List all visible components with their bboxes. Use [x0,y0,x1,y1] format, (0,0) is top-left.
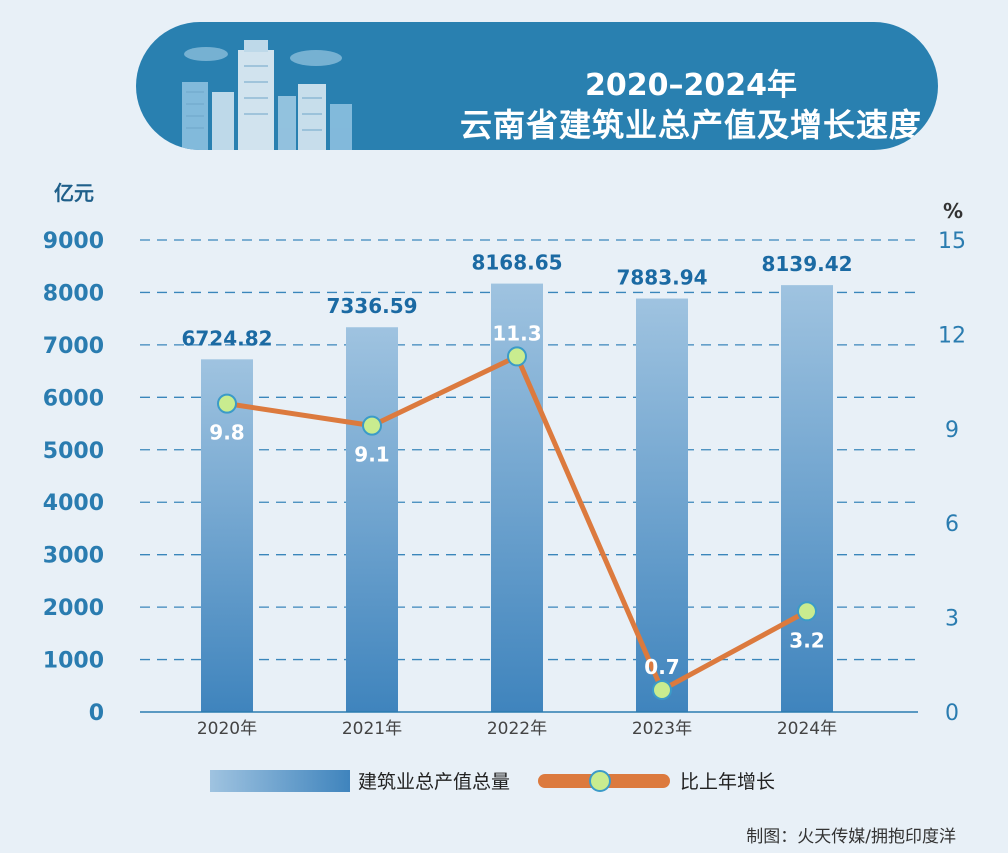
legend-label-bar: 建筑业总产值总量 [358,771,510,793]
bar-value-label: 7883.94 [616,266,707,290]
growth-marker [652,679,672,700]
city-skyline-icon [182,40,352,150]
right-tick-label: 12 [938,323,966,348]
growth-line-series [217,346,817,700]
growth-value-label: 11.3 [492,321,541,345]
left-tick-label: 8000 [43,281,104,306]
left-tick-label: 7000 [43,334,104,359]
left-tick-label: 0 [89,701,104,726]
chart-title-line1: 2020–2024年 [585,68,797,103]
left-tick-label: 4000 [43,491,104,516]
x-tick-label: 2024年 [777,719,837,739]
bar [781,285,833,712]
bar-value-label: 8168.65 [471,251,562,275]
left-axis-ticks: 0 1000 2000 3000 4000 5000 6000 7000 8000 9000 [43,229,104,726]
right-tick-label: 3 [945,607,959,632]
growth-value-label: 9.8 [209,421,244,445]
bar-value-label: 7336.59 [326,294,417,318]
credit-text: 制图：火天传媒/拥抱印度洋 [746,827,956,847]
growth-marker [362,415,382,436]
legend-label-line: 比上年增长 [680,771,775,793]
growth-value-labels: 9.8 9.1 11.3 0.7 3.2 [209,321,824,679]
legend-marker [589,770,611,792]
x-tick-label: 2021年 [342,719,402,739]
growth-marker [797,601,817,622]
growth-marker [217,393,237,414]
right-axis-unit: % [943,199,963,223]
left-tick-label: 1000 [43,649,104,674]
right-tick-label: 6 [945,512,959,537]
left-tick-label: 2000 [43,596,104,621]
left-tick-label: 3000 [43,544,104,569]
chart-title-line2: 云南省建筑业总产值及增长速度 [459,106,922,144]
left-tick-label: 5000 [43,439,104,464]
x-tick-label: 2022年 [487,719,547,739]
bar [201,359,253,712]
right-tick-label: 0 [945,701,959,726]
growth-value-label: 3.2 [789,628,824,652]
right-tick-label: 15 [938,229,966,254]
growth-value-label: 0.7 [644,655,679,679]
legend-swatch-bar [210,770,350,792]
x-tick-label: 2020年 [197,719,257,739]
bar-series [201,283,833,712]
x-axis-ticks: 2020年 2021年 2022年 2023年 2024年 [197,719,837,739]
x-tick-label: 2023年 [632,719,692,739]
bar-value-labels: 6724.82 7336.59 8168.65 7883.94 8139.42 [181,251,852,351]
right-axis-ticks: 0 3 6 9 12 15 [938,229,966,726]
left-tick-label: 6000 [43,386,104,411]
bar [346,327,398,712]
growth-marker [507,346,527,367]
right-tick-label: 9 [945,418,959,443]
bar [636,298,688,712]
title-banner: 2020–2024年 云南省建筑业总产值及增长速度 [136,22,938,150]
growth-value-label: 9.1 [354,443,389,467]
bar-value-label: 6724.82 [181,326,272,350]
legend: 建筑业总产值总量 比上年增长 [210,770,775,793]
left-axis-unit: 亿元 [54,181,94,205]
bar-value-label: 8139.42 [761,252,852,276]
left-tick-label: 9000 [43,229,104,254]
